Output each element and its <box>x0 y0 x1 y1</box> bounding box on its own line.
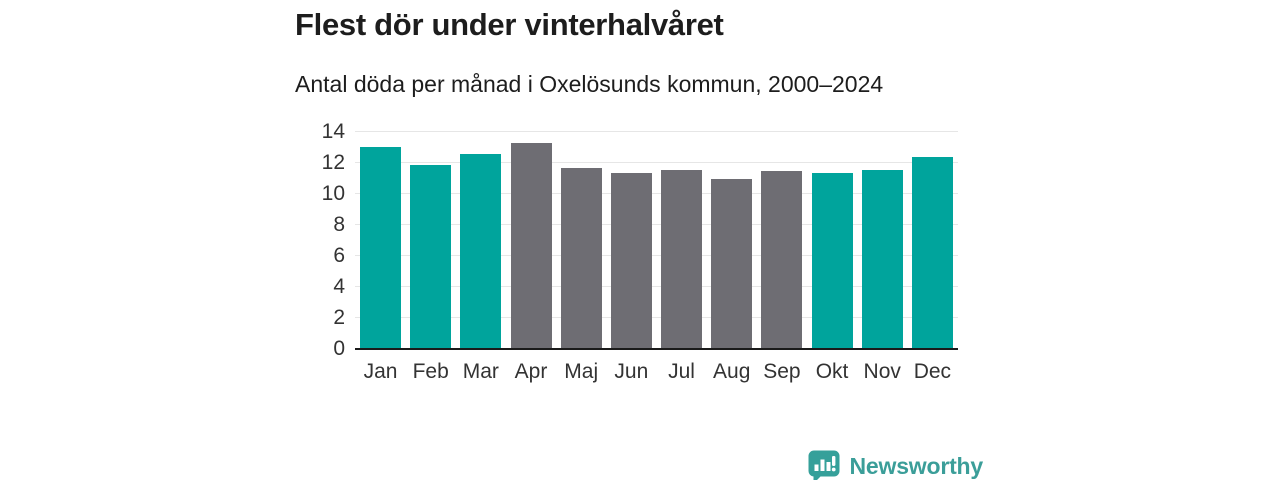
bar-okt <box>811 172 853 348</box>
y-tick-label: 8 <box>333 213 345 236</box>
bar-dec <box>911 157 953 348</box>
bar-jan <box>360 146 401 348</box>
x-tick-label: Maj <box>564 360 599 383</box>
bar-jun <box>610 172 652 348</box>
newsworthy-logo-icon <box>807 449 841 480</box>
x-tick-label: Jan <box>363 360 398 383</box>
bar-jul <box>661 169 703 348</box>
x-tick-label: Feb <box>412 360 449 383</box>
bar-apr <box>510 143 552 348</box>
gridline <box>355 193 958 194</box>
x-tick-label: Apr <box>514 360 548 383</box>
bar-aug <box>711 179 753 348</box>
y-axis: 0 2 4 6 8 10 12 14 <box>295 120 355 360</box>
bar-maj <box>560 168 602 348</box>
bar-sep <box>761 171 803 348</box>
y-tick-label: 0 <box>333 337 345 360</box>
x-tick-label: Jul <box>668 360 695 383</box>
y-tick-label: 14 <box>321 120 345 143</box>
y-tick-label: 10 <box>321 182 345 205</box>
brand-name: Newsworthy <box>849 453 984 479</box>
chart-figure: Flest dör under vinterhalvåret Antal död… <box>295 6 985 480</box>
gridline <box>355 131 958 132</box>
y-tick-label: 4 <box>333 275 345 298</box>
x-tick-label: Okt <box>815 360 849 383</box>
x-tick-label: Dec <box>913 360 952 383</box>
brand-footer: Newsworthy <box>807 449 983 480</box>
y-tick-label: 12 <box>321 151 345 174</box>
gridline <box>355 286 958 287</box>
chart-subtitle: Antal döda per månad i Oxelösunds kommun… <box>295 71 884 97</box>
chart-title: Flest dör under vinterhalvåret <box>295 7 724 42</box>
y-tick-label: 6 <box>333 244 345 267</box>
gridline <box>355 162 958 163</box>
x-tick-label: Nov <box>863 360 901 383</box>
bar-nov <box>861 169 903 348</box>
y-tick-label: 2 <box>333 306 345 329</box>
bars-container <box>355 131 958 348</box>
x-axis: Jan Feb Mar Apr Maj Jun Jul Aug Sep Okt Nov Dec <box>355 359 958 385</box>
x-tick-label: Jun <box>614 360 649 383</box>
x-tick-label: Mar <box>462 360 499 383</box>
bar-chart: 0 2 4 6 8 10 12 14 Jan Feb Mar Apr Maj Jun Jul Aug Sep O… <box>295 120 958 385</box>
gridline <box>355 317 958 318</box>
gridline <box>355 255 958 256</box>
bar-feb <box>410 165 452 348</box>
plot-column: Jan Feb Mar Apr Maj Jun Jul Aug Sep Okt Nov Dec <box>355 131 958 385</box>
x-tick-label: Aug <box>713 360 751 383</box>
gridline <box>355 224 958 225</box>
x-tick-label: Sep <box>763 360 801 383</box>
plot-area <box>355 131 958 350</box>
bar-mar <box>460 154 502 348</box>
